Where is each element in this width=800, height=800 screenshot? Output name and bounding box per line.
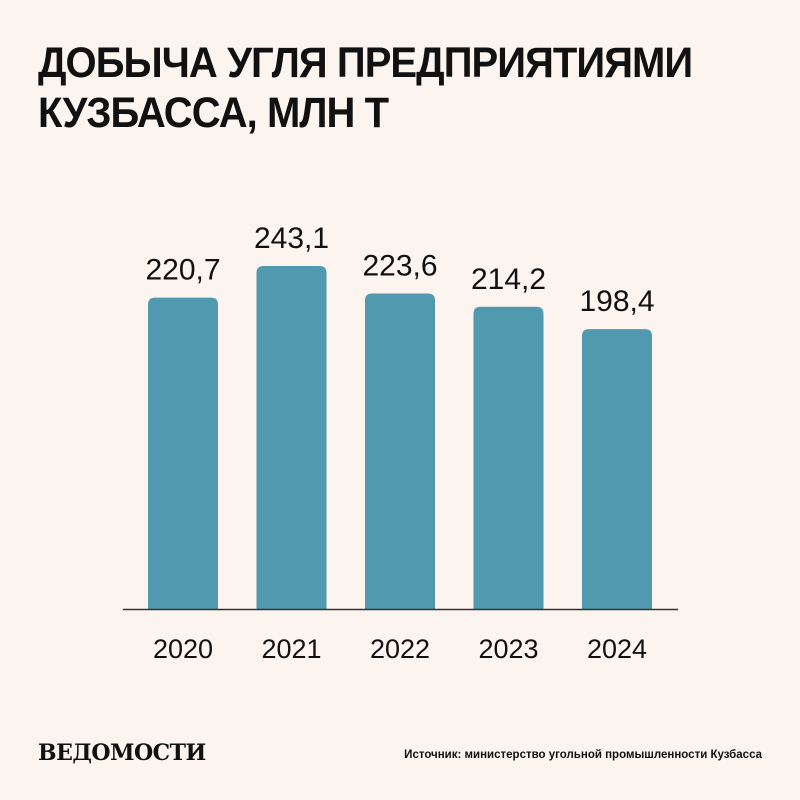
vedomosti-logo: ВЕДОМОСТИ: [38, 740, 206, 766]
x-tick-label-2021: 2021: [261, 634, 321, 664]
bar-2024: [582, 329, 652, 609]
source-note: Источник: министерство угольной промышле…: [404, 749, 762, 761]
x-tick-label-2022: 2022: [370, 634, 430, 664]
bar-2020: [148, 297, 218, 609]
value-label-2023: 214,2: [471, 263, 546, 296]
chart-title-line-1: ДОБЫЧА УГЛЯ ПРЕДПРИЯТИЯМИ: [38, 39, 693, 87]
bar-2022: [365, 293, 435, 609]
value-label-2024: 198,4: [579, 285, 654, 318]
value-label-2021: 243,1: [254, 222, 329, 255]
x-tick-label-2023: 2023: [478, 634, 538, 664]
bar-2021: [256, 266, 327, 609]
chart-title: ДОБЫЧА УГЛЯ ПРЕДПРИЯТИЯМИ КУЗБАССА, МЛН …: [38, 38, 726, 138]
bar-2023: [473, 306, 544, 609]
x-tick-label-2024: 2024: [587, 634, 647, 664]
value-label-2020: 220,7: [145, 254, 220, 287]
x-tick-label-2020: 2020: [153, 634, 213, 664]
chart-title-line-2: КУЗБАССА, МЛН Т: [38, 89, 389, 137]
value-label-2022: 223,6: [362, 250, 437, 283]
